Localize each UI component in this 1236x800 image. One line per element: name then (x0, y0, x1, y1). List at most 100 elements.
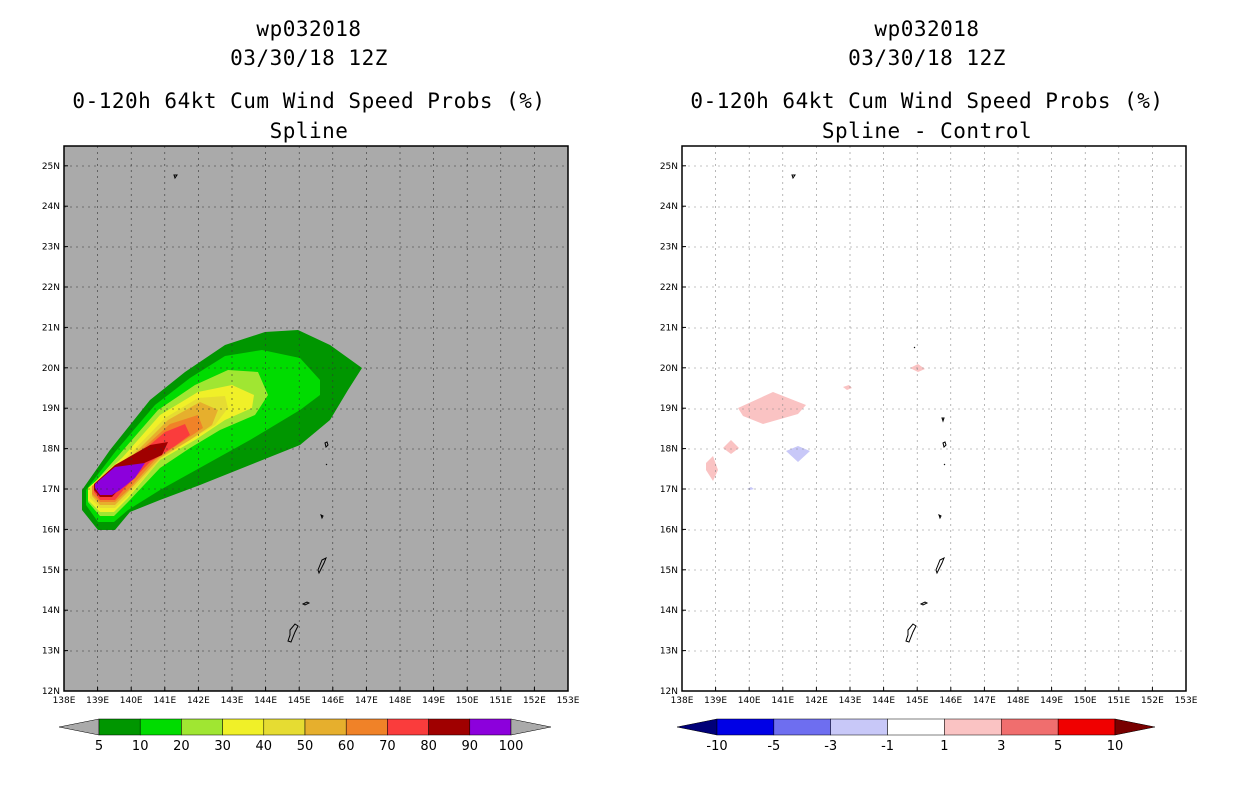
colorbar-label: 3 (997, 739, 1005, 754)
left-x-axis-ticks: 138E 139E 140E 141E 142E 143E 144E 145E 146E 147E… (53, 687, 580, 706)
left-grid (64, 146, 568, 691)
x-tick-label: 141E (153, 696, 176, 706)
x-tick-label: 146E (321, 696, 344, 706)
colorbar-swatch (428, 718, 471, 736)
colorbar-label: 60 (338, 739, 355, 754)
left-map-frame (63, 145, 569, 692)
y-tick-label: 25N (660, 162, 678, 172)
colorbar-swatch (716, 718, 775, 736)
colorbar-swatch (1057, 718, 1116, 736)
y-tick-label: 13N (660, 647, 678, 657)
colorbar-label: 50 (297, 739, 314, 754)
left-colorbar: 5 10 20 30 40 50 60 70 80 90 100 (58, 718, 552, 754)
x-tick-label: 149E (1040, 696, 1063, 706)
x-tick-label: 152E (1141, 696, 1164, 706)
x-tick-label: 139E (704, 696, 727, 706)
colorbar-label: 100 (499, 739, 524, 754)
colorbar-swatch (469, 718, 512, 736)
x-tick-label: 144E (254, 696, 277, 706)
x-tick-label: 138E (671, 696, 694, 706)
colorbar-label: 70 (379, 739, 396, 754)
colorbar-swatch (1001, 718, 1059, 736)
x-tick-label: 150E (456, 696, 479, 706)
x-tick-label: 138E (53, 696, 76, 706)
left-title-storm-id: wp032018 (256, 17, 362, 41)
colorbar-label: -1 (881, 739, 894, 754)
colorbar-swatch (222, 718, 265, 736)
y-tick-label: 19N (660, 404, 678, 414)
x-tick-label: 151E (1107, 696, 1130, 706)
y-tick-label: 16N (42, 525, 60, 535)
left-coastlines (173, 174, 329, 643)
colorbar-swatch (345, 718, 388, 736)
colorbar-swatch (263, 718, 306, 736)
colorbar-swatch (944, 718, 1002, 736)
colorbar-label: -10 (706, 739, 727, 754)
left-y-axis-ticks: 12N 13N 14N 15N 16N 17N 18N 19N 20N 21N 22N 23N 24N 2… (42, 162, 68, 697)
colorbar-label: 10 (132, 739, 149, 754)
left-map: 138E 139E 140E 141E 142E 143E 144E 145E 146E 147E… (42, 145, 580, 754)
right-title-product: 0-120h 64kt Cum Wind Speed Probs (%) (690, 89, 1164, 113)
left-title-product: 0-120h 64kt Cum Wind Speed Probs (%) (72, 89, 546, 113)
colorbar-label: -3 (824, 739, 837, 754)
x-tick-label: 152E (523, 696, 546, 706)
colorbar-label: 20 (173, 739, 190, 754)
y-tick-label: 12N (42, 687, 60, 697)
y-tick-label: 22N (660, 283, 678, 293)
colorbar-swatch (887, 718, 945, 736)
x-tick-label: 141E (771, 696, 794, 706)
y-tick-label: 21N (660, 323, 678, 333)
x-tick-label: 144E (872, 696, 895, 706)
right-map: 138E 139E 140E 141E 142E 143E 144E 145E 146E 147E… (660, 145, 1198, 754)
x-tick-label: 153E (557, 696, 580, 706)
x-tick-label: 148E (1007, 696, 1030, 706)
y-tick-label: 20N (42, 364, 60, 374)
y-tick-label: 17N (660, 485, 678, 495)
x-tick-label: 145E (906, 696, 929, 706)
x-tick-label: 143E (221, 696, 244, 706)
x-tick-label: 148E (389, 696, 412, 706)
left-title-datetime: 03/30/18 12Z (230, 46, 388, 70)
colorbar-label: -5 (767, 739, 780, 754)
y-tick-label: 15N (660, 566, 678, 576)
y-tick-label: 19N (42, 404, 60, 414)
right-title-method: Spline - Control (821, 119, 1033, 143)
x-tick-label: 147E (355, 696, 378, 706)
x-tick-label: 146E (939, 696, 962, 706)
x-tick-label: 147E (973, 696, 996, 706)
right-map-frame (681, 145, 1187, 692)
colorbar-label: 30 (214, 739, 231, 754)
colorbar-label: 90 (462, 739, 479, 754)
right-title-storm-id: wp032018 (874, 17, 980, 41)
y-tick-label: 17N (42, 485, 60, 495)
colorbar-label: 40 (256, 739, 273, 754)
x-tick-label: 139E (86, 696, 109, 706)
y-tick-label: 13N (42, 647, 60, 657)
x-tick-label: 153E (1175, 696, 1198, 706)
x-tick-label: 140E (738, 696, 761, 706)
colorbar-swatch (387, 718, 429, 736)
right-title-datetime: 03/30/18 12Z (848, 46, 1006, 70)
colorbar-swatch (773, 718, 831, 736)
x-tick-label: 145E (288, 696, 311, 706)
colorbar-label: 80 (420, 739, 437, 754)
y-tick-label: 25N (42, 162, 60, 172)
y-tick-label: 18N (42, 445, 60, 455)
colorbar-label: 1 (940, 739, 948, 754)
colorbar-swatch (139, 718, 182, 736)
colorbar-swatch (304, 718, 347, 736)
x-tick-label: 151E (489, 696, 512, 706)
x-tick-label: 150E (1074, 696, 1097, 706)
right-grid (682, 146, 1186, 691)
y-tick-label: 23N (660, 243, 678, 253)
y-tick-label: 24N (42, 202, 60, 212)
right-x-axis-ticks: 138E 139E 140E 141E 142E 143E 144E 145E 146E 147E… (671, 687, 1198, 706)
y-tick-label: 15N (42, 566, 60, 576)
colorbar-right-arrow (510, 718, 552, 736)
x-tick-label: 149E (422, 696, 445, 706)
right-y-axis-ticks: 12N 13N 14N 15N 16N 17N 18N 19N 20N 21N 22N 23N 24N 2… (660, 162, 686, 697)
left-panel: wp032018 03/30/18 12Z 0-120h 64kt Cum Wi… (42, 17, 580, 754)
left-probability-contours (82, 330, 362, 530)
y-tick-label: 21N (42, 323, 60, 333)
right-difference-contours (706, 364, 925, 490)
